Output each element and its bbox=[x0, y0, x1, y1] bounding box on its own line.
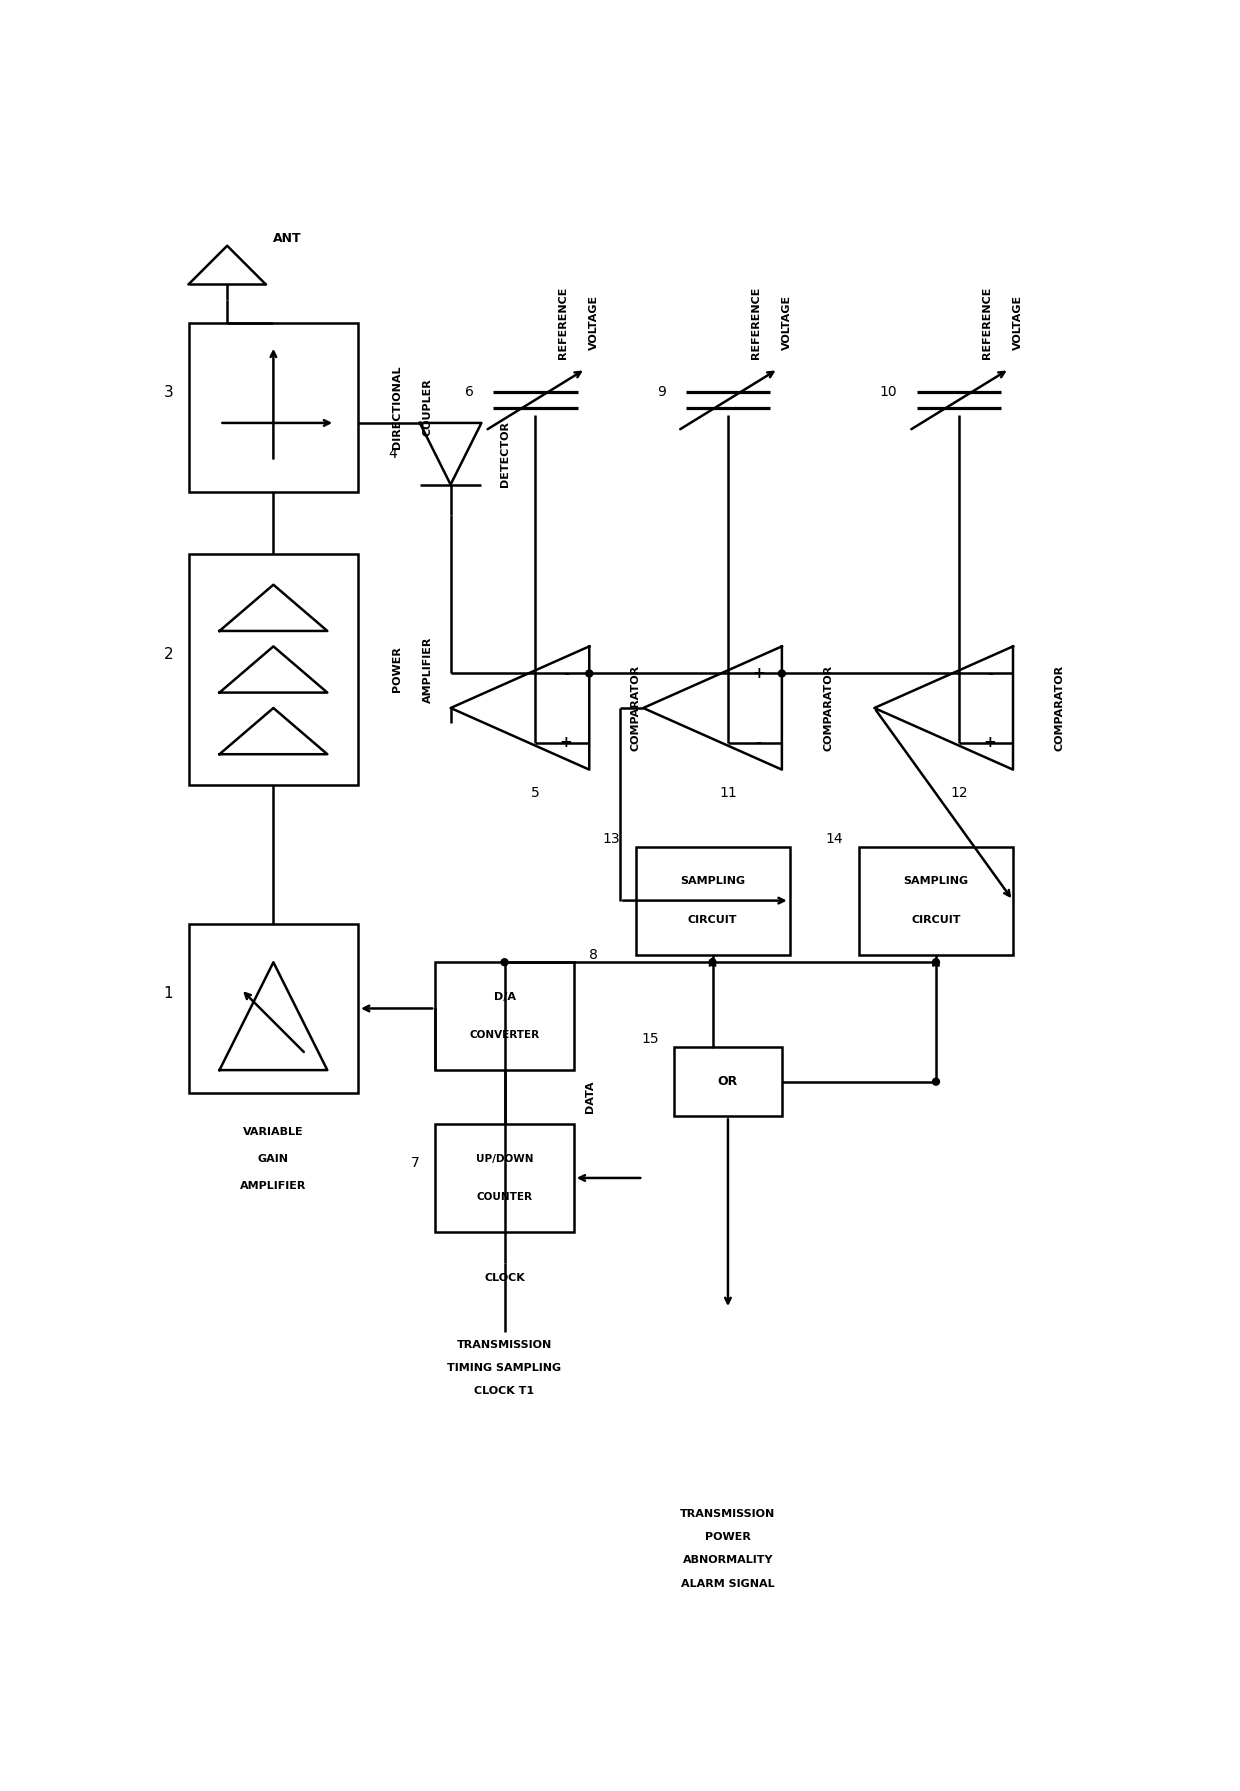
Text: VOLTAGE: VOLTAGE bbox=[1013, 296, 1023, 351]
Text: OR: OR bbox=[718, 1075, 738, 1089]
Text: 1: 1 bbox=[164, 985, 174, 1001]
Text: CONVERTER: CONVERTER bbox=[470, 1030, 539, 1041]
Text: REFERENCE: REFERENCE bbox=[982, 287, 992, 358]
Text: ALARM SIGNAL: ALARM SIGNAL bbox=[681, 1578, 775, 1589]
Text: DATA: DATA bbox=[585, 1080, 595, 1114]
Text: TRANSMISSION: TRANSMISSION bbox=[456, 1340, 552, 1350]
Text: AMPLIFIER: AMPLIFIER bbox=[241, 1180, 306, 1191]
Text: 14: 14 bbox=[826, 833, 843, 845]
Text: 3: 3 bbox=[164, 385, 174, 399]
Text: CLOCK T1: CLOCK T1 bbox=[475, 1386, 534, 1395]
Bar bbox=[188, 553, 358, 784]
Text: +: + bbox=[983, 734, 996, 750]
Text: 15: 15 bbox=[641, 1032, 658, 1046]
Text: CIRCUIT: CIRCUIT bbox=[688, 915, 738, 924]
Bar bbox=[188, 924, 358, 1093]
Text: POWER: POWER bbox=[706, 1533, 751, 1542]
Text: 9: 9 bbox=[657, 385, 666, 399]
Circle shape bbox=[932, 958, 940, 965]
Text: VOLTAGE: VOLTAGE bbox=[589, 296, 599, 351]
Circle shape bbox=[709, 958, 715, 965]
Text: 11: 11 bbox=[719, 786, 737, 801]
Text: DIRECTIONAL: DIRECTIONAL bbox=[392, 365, 402, 450]
Bar bbox=[675, 1048, 782, 1116]
Text: 12: 12 bbox=[950, 786, 968, 801]
Text: 13: 13 bbox=[603, 833, 620, 845]
Circle shape bbox=[501, 958, 508, 965]
Text: CIRCUIT: CIRCUIT bbox=[911, 915, 961, 924]
Circle shape bbox=[585, 670, 593, 677]
Bar bbox=[435, 962, 574, 1069]
Text: UP/DOWN: UP/DOWN bbox=[476, 1153, 533, 1164]
Text: REFERENCE: REFERENCE bbox=[558, 287, 568, 358]
Text: 7: 7 bbox=[410, 1155, 420, 1170]
Text: GAIN: GAIN bbox=[258, 1153, 289, 1164]
Bar bbox=[435, 1125, 574, 1232]
Text: COMPARATOR: COMPARATOR bbox=[630, 664, 641, 750]
Text: +: + bbox=[753, 666, 765, 681]
Text: COMPARATOR: COMPARATOR bbox=[823, 664, 833, 750]
Text: 5: 5 bbox=[531, 786, 539, 801]
Bar bbox=[859, 847, 1013, 955]
Text: REFERENCE: REFERENCE bbox=[751, 287, 761, 358]
Text: TIMING SAMPLING: TIMING SAMPLING bbox=[448, 1363, 562, 1374]
Circle shape bbox=[779, 670, 785, 677]
Text: 4: 4 bbox=[388, 446, 397, 460]
Text: -: - bbox=[987, 666, 993, 681]
Text: ABNORMALITY: ABNORMALITY bbox=[683, 1555, 774, 1565]
Text: COMPARATOR: COMPARATOR bbox=[1054, 664, 1064, 750]
Text: +: + bbox=[559, 734, 573, 750]
Text: COUPLER: COUPLER bbox=[423, 378, 433, 437]
Text: -: - bbox=[563, 666, 569, 681]
Text: DETECTOR: DETECTOR bbox=[500, 421, 510, 487]
Text: D/A: D/A bbox=[494, 992, 516, 1001]
Circle shape bbox=[932, 1078, 940, 1085]
Text: 10: 10 bbox=[880, 385, 898, 399]
Text: -: - bbox=[755, 734, 761, 750]
Text: CLOCK: CLOCK bbox=[484, 1273, 525, 1282]
Text: 8: 8 bbox=[589, 947, 598, 962]
Bar bbox=[188, 322, 358, 493]
Text: SAMPLING: SAMPLING bbox=[904, 876, 968, 887]
Text: VARIABLE: VARIABLE bbox=[243, 1127, 304, 1137]
Text: 2: 2 bbox=[164, 647, 174, 661]
Text: VOLTAGE: VOLTAGE bbox=[782, 296, 792, 351]
Text: TRANSMISSION: TRANSMISSION bbox=[681, 1510, 775, 1519]
Text: ANT: ANT bbox=[273, 231, 303, 245]
Bar bbox=[635, 847, 790, 955]
Text: COUNTER: COUNTER bbox=[476, 1193, 532, 1202]
Text: SAMPLING: SAMPLING bbox=[680, 876, 745, 887]
Text: AMPLIFIER: AMPLIFIER bbox=[423, 636, 433, 702]
Text: 6: 6 bbox=[465, 385, 474, 399]
Text: POWER: POWER bbox=[392, 647, 402, 693]
